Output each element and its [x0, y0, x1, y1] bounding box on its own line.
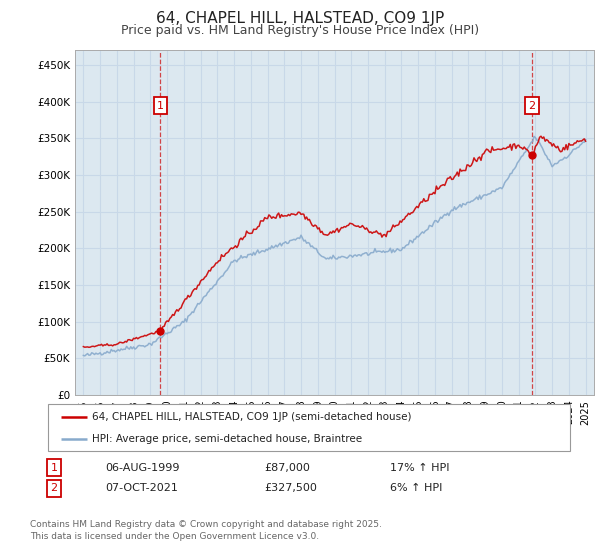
- Text: 07-OCT-2021: 07-OCT-2021: [105, 483, 178, 493]
- Text: 6% ↑ HPI: 6% ↑ HPI: [390, 483, 442, 493]
- Text: 06-AUG-1999: 06-AUG-1999: [105, 463, 179, 473]
- Text: 1: 1: [157, 100, 164, 110]
- Text: £327,500: £327,500: [264, 483, 317, 493]
- FancyBboxPatch shape: [48, 404, 570, 451]
- Text: 64, CHAPEL HILL, HALSTEAD, CO9 1JP: 64, CHAPEL HILL, HALSTEAD, CO9 1JP: [156, 11, 444, 26]
- Text: HPI: Average price, semi-detached house, Braintree: HPI: Average price, semi-detached house,…: [92, 434, 362, 444]
- Text: Contains HM Land Registry data © Crown copyright and database right 2025.
This d: Contains HM Land Registry data © Crown c…: [30, 520, 382, 541]
- Text: 2: 2: [529, 100, 536, 110]
- Text: 2: 2: [50, 483, 58, 493]
- Text: Price paid vs. HM Land Registry's House Price Index (HPI): Price paid vs. HM Land Registry's House …: [121, 24, 479, 36]
- Text: 64, CHAPEL HILL, HALSTEAD, CO9 1JP (semi-detached house): 64, CHAPEL HILL, HALSTEAD, CO9 1JP (semi…: [92, 412, 412, 422]
- Text: 1: 1: [50, 463, 58, 473]
- Text: 17% ↑ HPI: 17% ↑ HPI: [390, 463, 449, 473]
- Text: £87,000: £87,000: [264, 463, 310, 473]
